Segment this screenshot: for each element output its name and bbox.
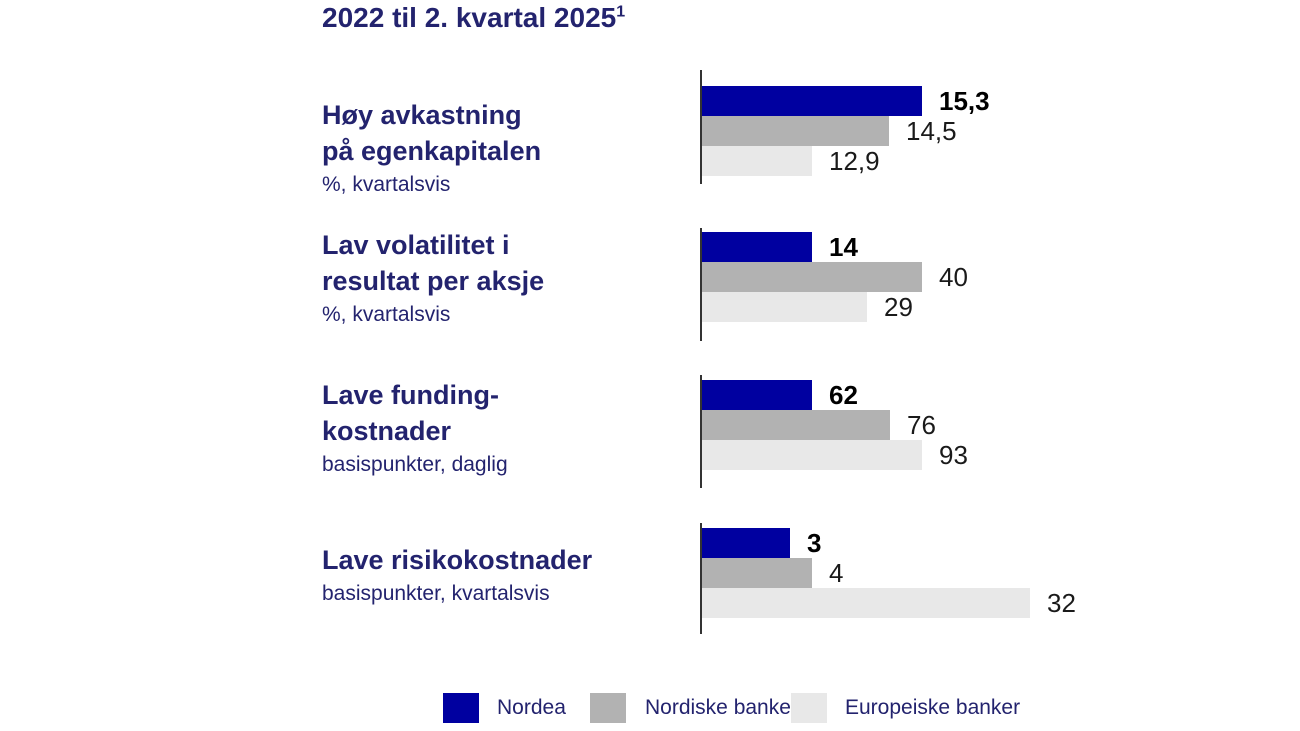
value-label-nordiske-banker: 40 bbox=[939, 262, 968, 292]
group-heading-line: på egenkapitalen bbox=[322, 136, 542, 166]
group-label: Lave risikokostnader basispunkter, kvarta… bbox=[322, 542, 692, 607]
group-heading-line: Lav volatilitet i bbox=[322, 230, 510, 260]
group-unit-label: basispunkter, daglig bbox=[322, 453, 508, 476]
group-heading-line: Høy avkastning bbox=[322, 100, 522, 130]
bar-nordiske-banker bbox=[702, 116, 889, 146]
group-heading-line: Lave risikokostnader bbox=[322, 545, 593, 575]
bar-nordea bbox=[702, 528, 790, 558]
bar-nordiske-banker bbox=[702, 410, 890, 440]
axis-line bbox=[700, 523, 702, 634]
group-heading-line: kostnader bbox=[322, 416, 452, 446]
group-unit-label: basispunkter, kvartalsvis bbox=[322, 582, 550, 605]
bar-europeiske-banker bbox=[702, 292, 867, 322]
legend-label-nordea: Nordea bbox=[497, 696, 566, 719]
group-unit-label: %, kvartalsvis bbox=[322, 173, 451, 196]
value-label-nordea: 62 bbox=[829, 380, 858, 410]
bar-nordiske-banker bbox=[702, 558, 812, 588]
bar-nordea bbox=[702, 380, 812, 410]
chart-title-footnote-marker: 1 bbox=[616, 3, 626, 21]
group-heading-line: resultat per aksje bbox=[322, 266, 545, 296]
value-label-nordiske-banker: 14,5 bbox=[906, 116, 957, 146]
group-label: Lave funding-kostnader basispunkter, dagl… bbox=[322, 377, 692, 478]
bar-europeiske-banker bbox=[702, 588, 1030, 618]
legend-swatch-europeiske-banker bbox=[791, 693, 827, 723]
legend-swatch-nordea bbox=[443, 693, 479, 723]
group-label: Lav volatilitet i resultat per aksje %, kv… bbox=[322, 227, 692, 328]
group-unit-label: %, kvartalsvis bbox=[322, 303, 451, 326]
value-label-europeiske-banker: 29 bbox=[884, 292, 913, 322]
bar-nordea bbox=[702, 232, 812, 262]
value-label-europeiske-banker: 32 bbox=[1047, 588, 1076, 618]
legend-swatch-nordiske-banker bbox=[590, 693, 626, 723]
axis-line bbox=[700, 375, 702, 488]
bar-europeiske-banker bbox=[702, 440, 922, 470]
group-heading-line: Lave funding- bbox=[322, 380, 499, 410]
bar-europeiske-banker bbox=[702, 146, 812, 176]
value-label-nordea: 14 bbox=[829, 232, 858, 262]
chart-title-text: 2022 til 2. kvartal 2025 bbox=[322, 2, 617, 33]
value-label-europeiske-banker: 93 bbox=[939, 440, 968, 470]
value-label-nordea: 3 bbox=[807, 528, 822, 558]
value-label-nordiske-banker: 76 bbox=[907, 410, 936, 440]
value-label-europeiske-banker: 12,9 bbox=[829, 146, 880, 176]
axis-line bbox=[700, 70, 702, 184]
chart-title: 2022 til 2. kvartal 20251 bbox=[322, 2, 625, 34]
axis-line bbox=[700, 228, 702, 341]
group-label: Høy avkastning på egenkapitalen %, kvartal… bbox=[322, 97, 692, 198]
value-label-nordiske-banker: 4 bbox=[829, 558, 844, 588]
value-label-nordea: 15,3 bbox=[939, 86, 990, 116]
bar-nordea bbox=[702, 86, 922, 116]
legend-label-europeiske-banker: Europeiske banker bbox=[845, 696, 1021, 719]
bar-nordiske-banker bbox=[702, 262, 922, 292]
legend-label-nordiske-banker: Nordiske banker bbox=[645, 696, 798, 719]
